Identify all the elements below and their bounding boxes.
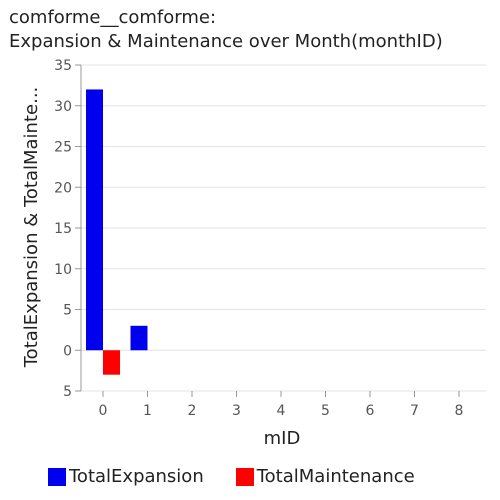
bar-totalexpansion-0[interactable]	[86, 89, 103, 351]
bar-chart: 5 0 5 10 15 20 25 30 35 0 1 2 3 4 5 6 7 8 mID TotalExpan…	[21, 58, 486, 449]
x-tick-label: 2	[188, 403, 197, 419]
legend-item-maintenance[interactable]: TotalMaintenance	[235, 466, 415, 487]
gridlines	[81, 64, 486, 392]
y-tick-label: 5	[63, 303, 72, 319]
x-axis: 0 1 2 3 4 5 6 7 8	[99, 391, 464, 419]
x-tick-label: 3	[232, 403, 241, 419]
bar-totalmaintenance-0[interactable]	[103, 350, 120, 375]
x-tick-label: 0	[99, 403, 108, 419]
x-tick-label: 5	[321, 403, 330, 419]
legend-swatch-expansion	[48, 467, 66, 486]
y-tick-label: 25	[54, 140, 72, 156]
y-tick-label: 30	[54, 99, 72, 115]
legend: TotalExpansion TotalMaintenance	[48, 466, 447, 487]
bar-totalexpansion-1[interactable]	[130, 325, 148, 351]
legend-swatch-maintenance	[235, 467, 254, 486]
chart-title-line-1: comforme__comforme:	[9, 7, 217, 28]
y-tick-label: 35	[54, 58, 72, 74]
x-axis-title: mID	[264, 428, 301, 449]
y-tick-label: 10	[54, 262, 72, 278]
x-tick-label: 8	[455, 403, 464, 419]
y-axis-title: TotalExpansion & TotalMainte...	[21, 87, 42, 369]
legend-label-expansion: TotalExpansion	[69, 466, 204, 487]
y-tick-label: 20	[54, 180, 72, 196]
x-tick-label: 7	[410, 403, 419, 419]
x-tick-label: 4	[277, 403, 286, 419]
legend-item-expansion[interactable]: TotalExpansion	[48, 466, 204, 487]
y-tick-label: 15	[54, 221, 72, 237]
chart-title-line-2: Expansion & Maintenance over Month(month…	[9, 31, 443, 52]
x-tick-label: 6	[366, 403, 375, 419]
bars	[86, 89, 148, 375]
chart-title: comforme__comforme: Expansion & Maintena…	[9, 6, 443, 54]
y-tick-label: 0	[63, 343, 72, 359]
y-tick-label: 5	[63, 384, 72, 400]
legend-label-maintenance: TotalMaintenance	[256, 466, 415, 487]
x-tick-label: 1	[143, 403, 152, 419]
y-axis: 5 0 5 10 15 20 25 30 35	[54, 58, 82, 400]
